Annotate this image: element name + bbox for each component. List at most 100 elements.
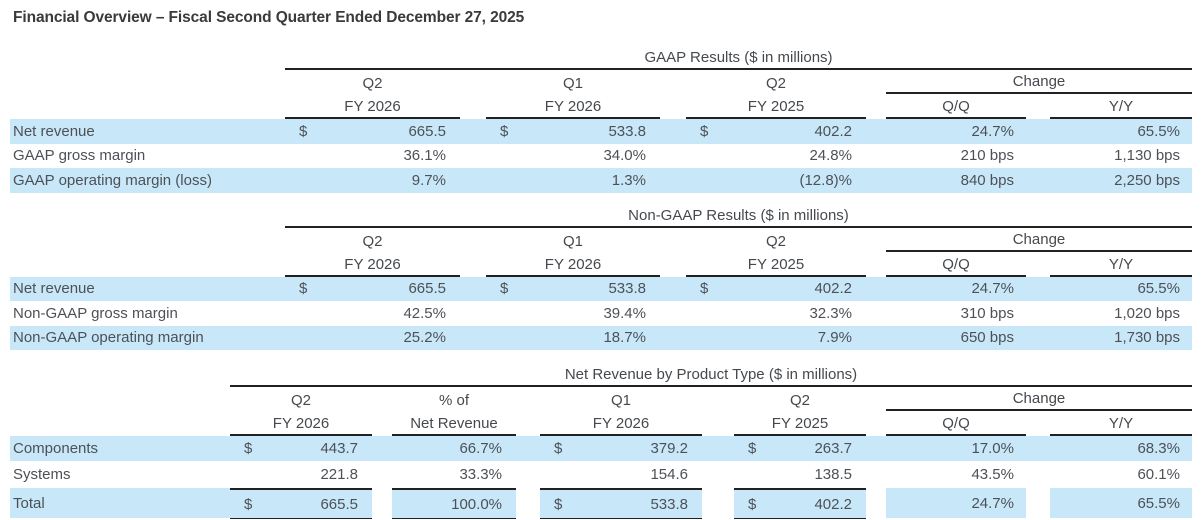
- non-gaap-header-row-fy: FY 2026 FY 2026 FY 2025 Q/Q Y/Y: [10, 252, 1192, 277]
- change-qq-cell: 650 bps: [960, 329, 1014, 347]
- col-header-yy: Y/Y: [1050, 94, 1192, 119]
- table-row-gaap-gross-margin: GAAP gross margin 36.1% 34.0% 24.8% 210 …: [10, 144, 1192, 169]
- change-qq-cell: 24.7%: [971, 280, 1014, 298]
- col-header-fy2026: FY 2026: [230, 411, 372, 436]
- col-header-yy: Y/Y: [1050, 252, 1192, 277]
- col-header-fy2025: FY 2025: [686, 252, 866, 277]
- value-cell: (12.8)%: [799, 171, 852, 189]
- col-header-change: Change: [886, 228, 1192, 252]
- table-row-components: Components $443.7 66.7% $379.2 $263.7 17…: [10, 436, 1192, 461]
- row-label: Non-GAAP gross margin: [13, 304, 178, 322]
- row-label: Components: [13, 440, 99, 457]
- change-qq-cell: 24.7%: [886, 488, 1026, 518]
- pct-cell: 33.3%: [459, 466, 502, 483]
- money-cell: $665.5: [230, 488, 372, 518]
- change-yy-cell: 2,250 bps: [1114, 171, 1180, 189]
- value-cell: 9.7%: [411, 171, 446, 189]
- col-header-fy2026: FY 2026: [285, 252, 460, 277]
- col-header-fy2026b: FY 2026: [486, 94, 660, 119]
- change-yy-cell: 65.5%: [1137, 122, 1180, 140]
- col-header-q2-py: Q2: [789, 392, 810, 409]
- total-double-rule: [10, 518, 1192, 520]
- table-row-gaap-operating-margin: GAAP operating margin (loss) 9.7% 1.3% (…: [10, 168, 1192, 193]
- money-cell: 138.5: [814, 466, 852, 483]
- row-label: GAAP gross margin: [13, 147, 146, 165]
- col-header-q2-py: Q2: [765, 75, 786, 92]
- col-header-q2: Q2: [290, 392, 311, 409]
- money-cell: $533.8: [500, 122, 646, 140]
- gaap-section-title: GAAP Results ($ in millions): [285, 45, 1192, 70]
- row-label: GAAP operating margin (loss): [13, 171, 212, 189]
- product-type-section: Net Revenue by Product Type ($ in millio…: [10, 362, 1192, 520]
- col-header-q1: Q1: [610, 392, 631, 409]
- change-qq-cell: 17.0%: [971, 440, 1014, 457]
- row-label: Net revenue: [13, 122, 95, 140]
- money-cell: $402.2: [700, 122, 852, 140]
- gaap-results-section: GAAP Results ($ in millions) Q2 Q1 Q2 Ch…: [10, 45, 1192, 193]
- change-yy-cell: 65.5%: [1050, 488, 1192, 518]
- col-header-fy2026b: FY 2026: [540, 411, 702, 436]
- value-cell: 34.0%: [603, 147, 646, 165]
- change-yy-cell: 68.3%: [1137, 440, 1180, 457]
- col-header-qq: Q/Q: [886, 252, 1026, 277]
- money-cell: $263.7: [748, 440, 852, 457]
- change-qq-cell: 840 bps: [960, 171, 1014, 189]
- col-header-fy2026b: FY 2026: [486, 252, 660, 277]
- change-yy-cell: 65.5%: [1137, 280, 1180, 298]
- col-header-change: Change: [886, 70, 1192, 94]
- value-cell: 39.4%: [603, 304, 646, 322]
- non-gaap-header-row-quarters: Q2 Q1 Q2 Change: [10, 228, 1192, 252]
- col-header-q2: Q2: [362, 232, 383, 250]
- pct-cell: 66.7%: [459, 440, 502, 457]
- money-cell: $533.8: [540, 488, 702, 518]
- money-cell: $402.2: [734, 488, 866, 518]
- money-cell: 154.6: [650, 466, 688, 483]
- page-title: Financial Overview – Fiscal Second Quart…: [13, 9, 525, 26]
- gaap-header-row-quarters: Q2 Q1 Q2 Change: [10, 70, 1192, 94]
- col-header-q1: Q1: [562, 232, 583, 250]
- non-gaap-section-title: Non-GAAP Results ($ in millions): [285, 203, 1192, 228]
- change-qq-cell: 210 bps: [960, 147, 1014, 165]
- col-header-qq: Q/Q: [886, 411, 1026, 436]
- gaap-header-row-fy: FY 2026 FY 2026 FY 2025 Q/Q Y/Y: [10, 94, 1192, 119]
- col-header-fy2026: FY 2026: [285, 94, 460, 119]
- value-cell: 24.8%: [809, 147, 852, 165]
- row-label: Total: [10, 488, 230, 518]
- row-label: Systems: [13, 466, 71, 483]
- col-header-pct-of: % of: [438, 392, 469, 409]
- money-cell: $665.5: [299, 280, 446, 298]
- value-cell: 7.9%: [817, 329, 852, 347]
- value-cell: 32.3%: [809, 304, 852, 322]
- table-row-net-revenue: Net revenue $665.5 $533.8 $402.2 24.7% 6…: [10, 276, 1192, 301]
- table-row-systems: Systems 221.8 33.3% 154.6 138.5 43.5% 60…: [10, 461, 1192, 488]
- pct-cell: 100.0%: [392, 488, 516, 518]
- money-cell: $443.7: [244, 440, 358, 457]
- table-row-net-revenue: Net revenue $665.5 $533.8 $402.2 24.7% 6…: [10, 119, 1192, 144]
- product-header-row-fy: FY 2026 Net Revenue FY 2026 FY 2025 Q/Q …: [10, 411, 1192, 436]
- money-cell: $665.5: [299, 122, 446, 140]
- value-cell: 42.5%: [403, 304, 446, 322]
- change-qq-cell: 310 bps: [960, 304, 1014, 322]
- col-header-change: Change: [886, 387, 1192, 411]
- col-header-fy2025: FY 2025: [734, 411, 866, 436]
- product-section-title: Net Revenue by Product Type ($ in millio…: [230, 362, 1192, 387]
- change-yy-cell: 60.1%: [1137, 466, 1180, 483]
- money-cell: $533.8: [500, 280, 646, 298]
- table-row-total: Total $665.5 100.0% $533.8 $402.2 24.7% …: [10, 488, 1192, 518]
- col-header-net-revenue: Net Revenue: [392, 411, 516, 436]
- col-header-q2-py: Q2: [765, 232, 786, 250]
- product-header-row-quarters: Q2 % of Q1 Q2 Change: [10, 387, 1192, 411]
- col-header-qq: Q/Q: [886, 94, 1026, 119]
- value-cell: 25.2%: [403, 329, 446, 347]
- table-row-non-gaap-operating-margin: Non-GAAP operating margin 25.2% 18.7% 7.…: [10, 325, 1192, 350]
- col-header-q1: Q1: [562, 75, 583, 92]
- value-cell: 1.3%: [611, 171, 646, 189]
- col-header-q2: Q2: [362, 75, 383, 92]
- money-cell: $379.2: [554, 440, 688, 457]
- change-qq-cell: 43.5%: [971, 466, 1014, 483]
- change-yy-cell: 1,130 bps: [1114, 147, 1180, 165]
- value-cell: 18.7%: [603, 329, 646, 347]
- col-header-yy: Y/Y: [1050, 411, 1192, 436]
- row-label: Net revenue: [13, 280, 95, 298]
